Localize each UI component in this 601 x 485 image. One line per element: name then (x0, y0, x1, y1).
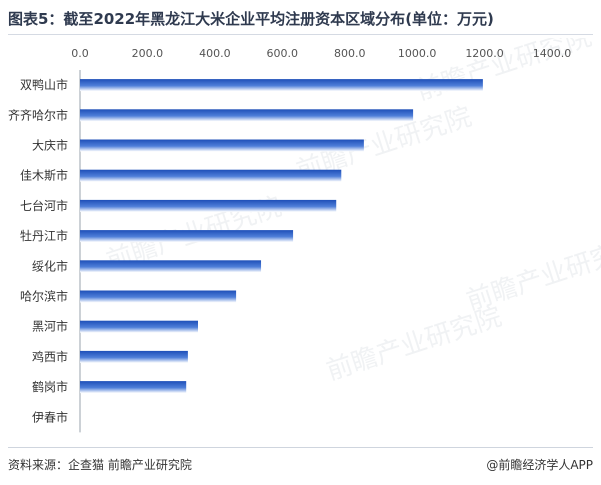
category-label: 佳木斯市 (20, 168, 68, 183)
bar (80, 260, 262, 273)
category-label: 伊春市 (32, 409, 68, 424)
x-tick-label: 1400.0 (533, 47, 572, 60)
x-tick-label: 1200.0 (465, 47, 504, 60)
category-label: 大庆市 (32, 138, 68, 153)
bar (80, 290, 237, 303)
category-label: 齐齐哈尔市 (8, 107, 68, 122)
x-axis: 0.0 200.0 400.0 600.0 800.0 1000.0 1200.0 1400.… (71, 47, 571, 60)
chart-title: 图表5：截至2022年黑龙江大米企业平均注册资本区域分布(单位：万元) (8, 10, 494, 28)
bars-group (80, 79, 483, 394)
source-note: 资料来源：企查猫 前瞻产业研究院 (8, 458, 192, 472)
watermark-text: 前瞻产业研究院 (463, 232, 601, 317)
bar (80, 230, 294, 243)
category-label: 鸡西市 (32, 349, 68, 364)
bar (80, 199, 337, 212)
category-label: 绥化市 (32, 258, 68, 273)
bar (80, 109, 414, 122)
category-label: 双鸭山市 (20, 77, 68, 92)
x-tick-label: 1000.0 (398, 47, 437, 60)
x-tick-label: 200.0 (132, 47, 164, 60)
x-tick-label: 800.0 (334, 47, 366, 60)
footer-divider (8, 447, 593, 448)
bar (80, 169, 342, 182)
category-label: 黑河市 (32, 319, 68, 334)
brand-credit: @前瞻经济学人APP (486, 458, 593, 472)
category-label: 牡丹江市 (20, 228, 68, 243)
bar (80, 139, 364, 152)
title-divider (8, 34, 593, 35)
bar (80, 320, 198, 333)
category-labels: 双鸭山市齐齐哈尔市大庆市佳木斯市七台河市牡丹江市绥化市哈尔滨市黑河市鸡西市鹤岗市… (8, 77, 68, 424)
category-label: 七台河市 (20, 198, 68, 213)
bar-chart: 前瞻产业研究院 前瞻产业研究院 前瞻产业研究院 前瞻产业研究院 前瞻产业研究院 … (8, 38, 601, 433)
category-label: 鹤岗市 (32, 379, 68, 394)
bar (80, 79, 483, 92)
bar (80, 350, 188, 363)
x-tick-label: 600.0 (267, 47, 299, 60)
category-label: 哈尔滨市 (20, 289, 68, 304)
bar (80, 381, 187, 394)
x-tick-label: 400.0 (199, 47, 231, 60)
x-tick-label: 0.0 (71, 47, 89, 60)
